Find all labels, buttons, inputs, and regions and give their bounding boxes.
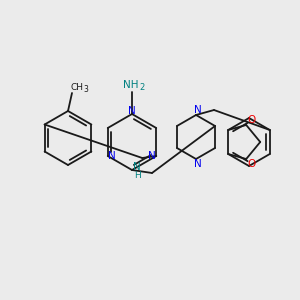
Text: O: O xyxy=(247,115,255,125)
Text: H: H xyxy=(134,170,141,179)
Text: 2: 2 xyxy=(140,82,145,91)
Text: N: N xyxy=(108,151,116,161)
Text: 3: 3 xyxy=(84,85,88,94)
Text: CH: CH xyxy=(70,82,83,91)
Text: N: N xyxy=(194,159,202,169)
Text: NH: NH xyxy=(123,80,139,90)
Text: N: N xyxy=(148,151,156,161)
Text: N: N xyxy=(194,105,202,115)
Text: O: O xyxy=(247,159,255,169)
Text: N: N xyxy=(128,106,136,116)
Text: N: N xyxy=(134,162,141,172)
